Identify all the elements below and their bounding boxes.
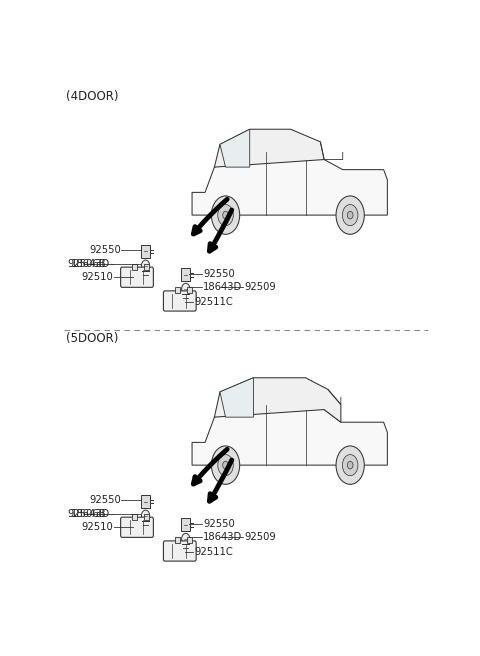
Text: 18643D: 18643D (71, 509, 110, 519)
Text: 92506B: 92506B (67, 509, 106, 519)
Polygon shape (220, 129, 250, 167)
Circle shape (223, 461, 228, 469)
Circle shape (223, 211, 228, 219)
Circle shape (142, 260, 150, 271)
Text: 18643D: 18643D (203, 282, 242, 293)
Text: 92511C: 92511C (194, 297, 233, 307)
Circle shape (181, 533, 190, 544)
FancyBboxPatch shape (163, 541, 196, 561)
Circle shape (181, 283, 190, 295)
FancyBboxPatch shape (144, 514, 149, 520)
FancyBboxPatch shape (141, 245, 150, 258)
Text: 92510: 92510 (82, 522, 113, 532)
FancyBboxPatch shape (132, 264, 137, 270)
Text: 92509: 92509 (244, 282, 276, 293)
FancyBboxPatch shape (181, 518, 190, 531)
Circle shape (211, 446, 240, 484)
Circle shape (348, 461, 353, 469)
Circle shape (211, 196, 240, 234)
Text: 92550: 92550 (89, 245, 120, 255)
FancyBboxPatch shape (181, 268, 190, 281)
Circle shape (348, 211, 353, 219)
Text: 92506B: 92506B (67, 259, 106, 269)
Text: (5DOOR): (5DOOR) (66, 333, 118, 345)
FancyBboxPatch shape (175, 287, 180, 293)
FancyBboxPatch shape (163, 291, 196, 311)
Text: 18643D: 18643D (203, 533, 242, 543)
FancyBboxPatch shape (175, 537, 180, 543)
FancyBboxPatch shape (141, 495, 150, 508)
Text: 92550: 92550 (203, 519, 235, 529)
Circle shape (342, 205, 358, 226)
FancyBboxPatch shape (120, 267, 154, 287)
FancyBboxPatch shape (132, 514, 137, 520)
Text: (4DOOR): (4DOOR) (66, 90, 118, 103)
Circle shape (142, 510, 150, 522)
Circle shape (342, 455, 358, 476)
FancyBboxPatch shape (187, 537, 192, 543)
FancyBboxPatch shape (120, 517, 154, 537)
Text: 92550: 92550 (89, 495, 120, 506)
Circle shape (336, 196, 364, 234)
Circle shape (336, 446, 364, 484)
Text: 92509: 92509 (244, 533, 276, 543)
Text: 92510: 92510 (82, 272, 113, 282)
Polygon shape (192, 405, 387, 465)
Text: 18643D: 18643D (71, 259, 110, 269)
Polygon shape (215, 129, 324, 167)
Text: 92511C: 92511C (194, 547, 233, 557)
FancyBboxPatch shape (144, 264, 149, 270)
Text: 92550: 92550 (203, 269, 235, 279)
Circle shape (218, 205, 233, 226)
FancyBboxPatch shape (187, 287, 192, 293)
Polygon shape (192, 152, 387, 215)
Polygon shape (220, 378, 253, 417)
Circle shape (218, 455, 233, 476)
Polygon shape (215, 378, 341, 422)
